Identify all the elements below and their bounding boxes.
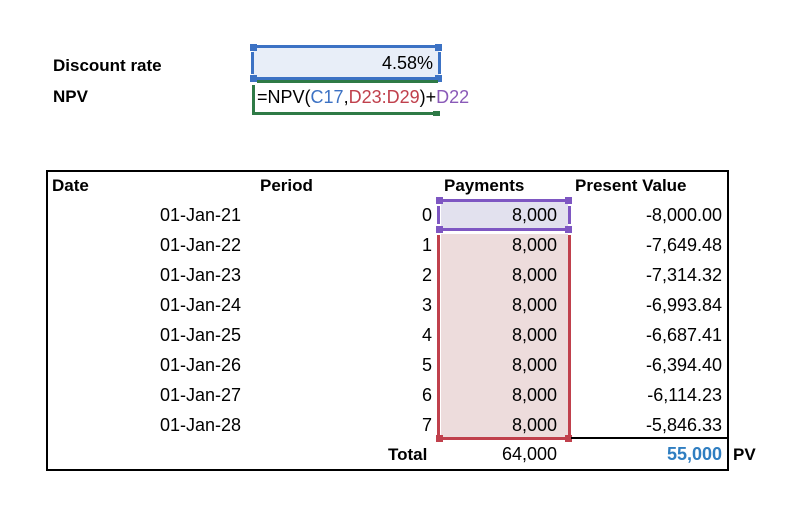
npv-formula-cell[interactable]: =NPV(C17,D23:D29)+D22 [257,86,469,108]
cell-present-value[interactable]: -7,314.32 [645,265,722,285]
cell-date[interactable]: 01-Jan-24 [160,295,242,315]
total-present-value[interactable]: 55,000 [666,444,722,464]
reference-border-d22 [443,199,566,202]
cell-date[interactable]: 01-Jan-22 [160,235,242,255]
cell-date[interactable]: 01-Jan-21 [160,205,242,225]
resize-handle[interactable] [565,197,572,204]
resize-handle[interactable] [250,75,257,82]
resize-handle[interactable] [565,435,572,442]
reference-border-d23-d29 [568,235,571,436]
reference-border-d22 [568,206,571,224]
cell-period[interactable]: 7 [421,415,432,435]
formula-close: )+ [419,87,437,107]
cell-payment[interactable]: 8,000 [511,265,557,285]
cell-payment[interactable]: 8,000 [511,325,557,345]
resize-handle[interactable] [435,44,442,51]
cell-present-value[interactable]: -6,993.84 [645,295,722,315]
cell-present-value[interactable]: -6,114.23 [647,385,722,405]
discount-rate-value: 4.58% [381,53,433,73]
cell-period[interactable]: 1 [421,235,432,255]
cell-date[interactable]: 01-Jan-23 [160,265,242,285]
resize-handle[interactable] [436,226,443,233]
active-cell-border [257,80,438,83]
cell-present-value[interactable]: -6,394.40 [645,355,722,375]
cell-payment[interactable]: 8,000 [511,385,557,405]
cell-payment[interactable]: 8,000 [511,355,557,375]
cell-date[interactable]: 01-Jan-26 [160,355,242,375]
reference-border-c17 [251,52,254,74]
cell-period[interactable]: 2 [421,265,432,285]
reference-border-c17 [257,77,435,80]
header-date: Date [52,176,89,195]
cell-date[interactable]: 01-Jan-25 [160,325,242,345]
header-period: Period [260,176,313,195]
resize-handle[interactable] [565,226,572,233]
discount-rate-label: Discount rate [53,56,162,75]
total-border-line [571,437,727,439]
cell-payment[interactable]: 8,000 [511,295,557,315]
resize-handle[interactable] [436,435,443,442]
cell-present-value[interactable]: -8,000.00 [645,205,722,225]
cell-period[interactable]: 0 [421,205,432,225]
formula-ref-c17: C17 [310,87,344,107]
total-label: Total [388,445,428,464]
active-cell-border [252,112,435,115]
cell-period[interactable]: 6 [421,385,432,405]
discount-rate-cell[interactable]: 4.58% [253,47,439,78]
formula-ref-d22: D22 [436,87,470,107]
npv-table [46,170,729,471]
header-present-value: Present Value [575,176,687,195]
reference-border-d23-d29 [443,437,566,440]
cell-present-value[interactable]: -5,846.33 [645,415,722,435]
cell-period[interactable]: 3 [421,295,432,315]
resize-handle[interactable] [435,75,442,82]
reference-border-c17 [257,45,435,48]
pv-tag: PV [733,445,756,464]
formula-ref-d23-d29: D23:D29 [348,87,420,107]
payment-range-highlight-d23-d29 [441,234,568,437]
cell-present-value[interactable]: -6,687.41 [645,325,722,345]
formula-comma: , [343,87,349,107]
active-cell-border [252,85,255,115]
reference-border-d22 [443,228,566,231]
cell-period[interactable]: 5 [421,355,432,375]
resize-handle[interactable] [250,44,257,51]
payment-cell-highlight-d22 [441,202,568,228]
header-payments: Payments [444,176,525,195]
total-payments[interactable]: 64,000 [501,444,557,464]
cell-period[interactable]: 4 [421,325,432,345]
fill-handle[interactable] [433,111,440,116]
cell-payment[interactable]: 8,000 [511,235,557,255]
formula-prefix: =NPV( [257,87,311,107]
cell-date[interactable]: 01-Jan-28 [160,415,242,435]
cell-present-value[interactable]: -7,649.48 [645,235,722,255]
npv-label: NPV [53,87,88,106]
reference-border-d23-d29 [437,235,440,436]
cell-payment[interactable]: 8,000 [511,415,557,435]
cell-payment[interactable]: 8,000 [511,205,557,225]
reference-border-c17 [438,52,441,74]
reference-border-d22 [437,206,440,224]
resize-handle[interactable] [436,197,443,204]
cell-date[interactable]: 01-Jan-27 [160,385,242,405]
